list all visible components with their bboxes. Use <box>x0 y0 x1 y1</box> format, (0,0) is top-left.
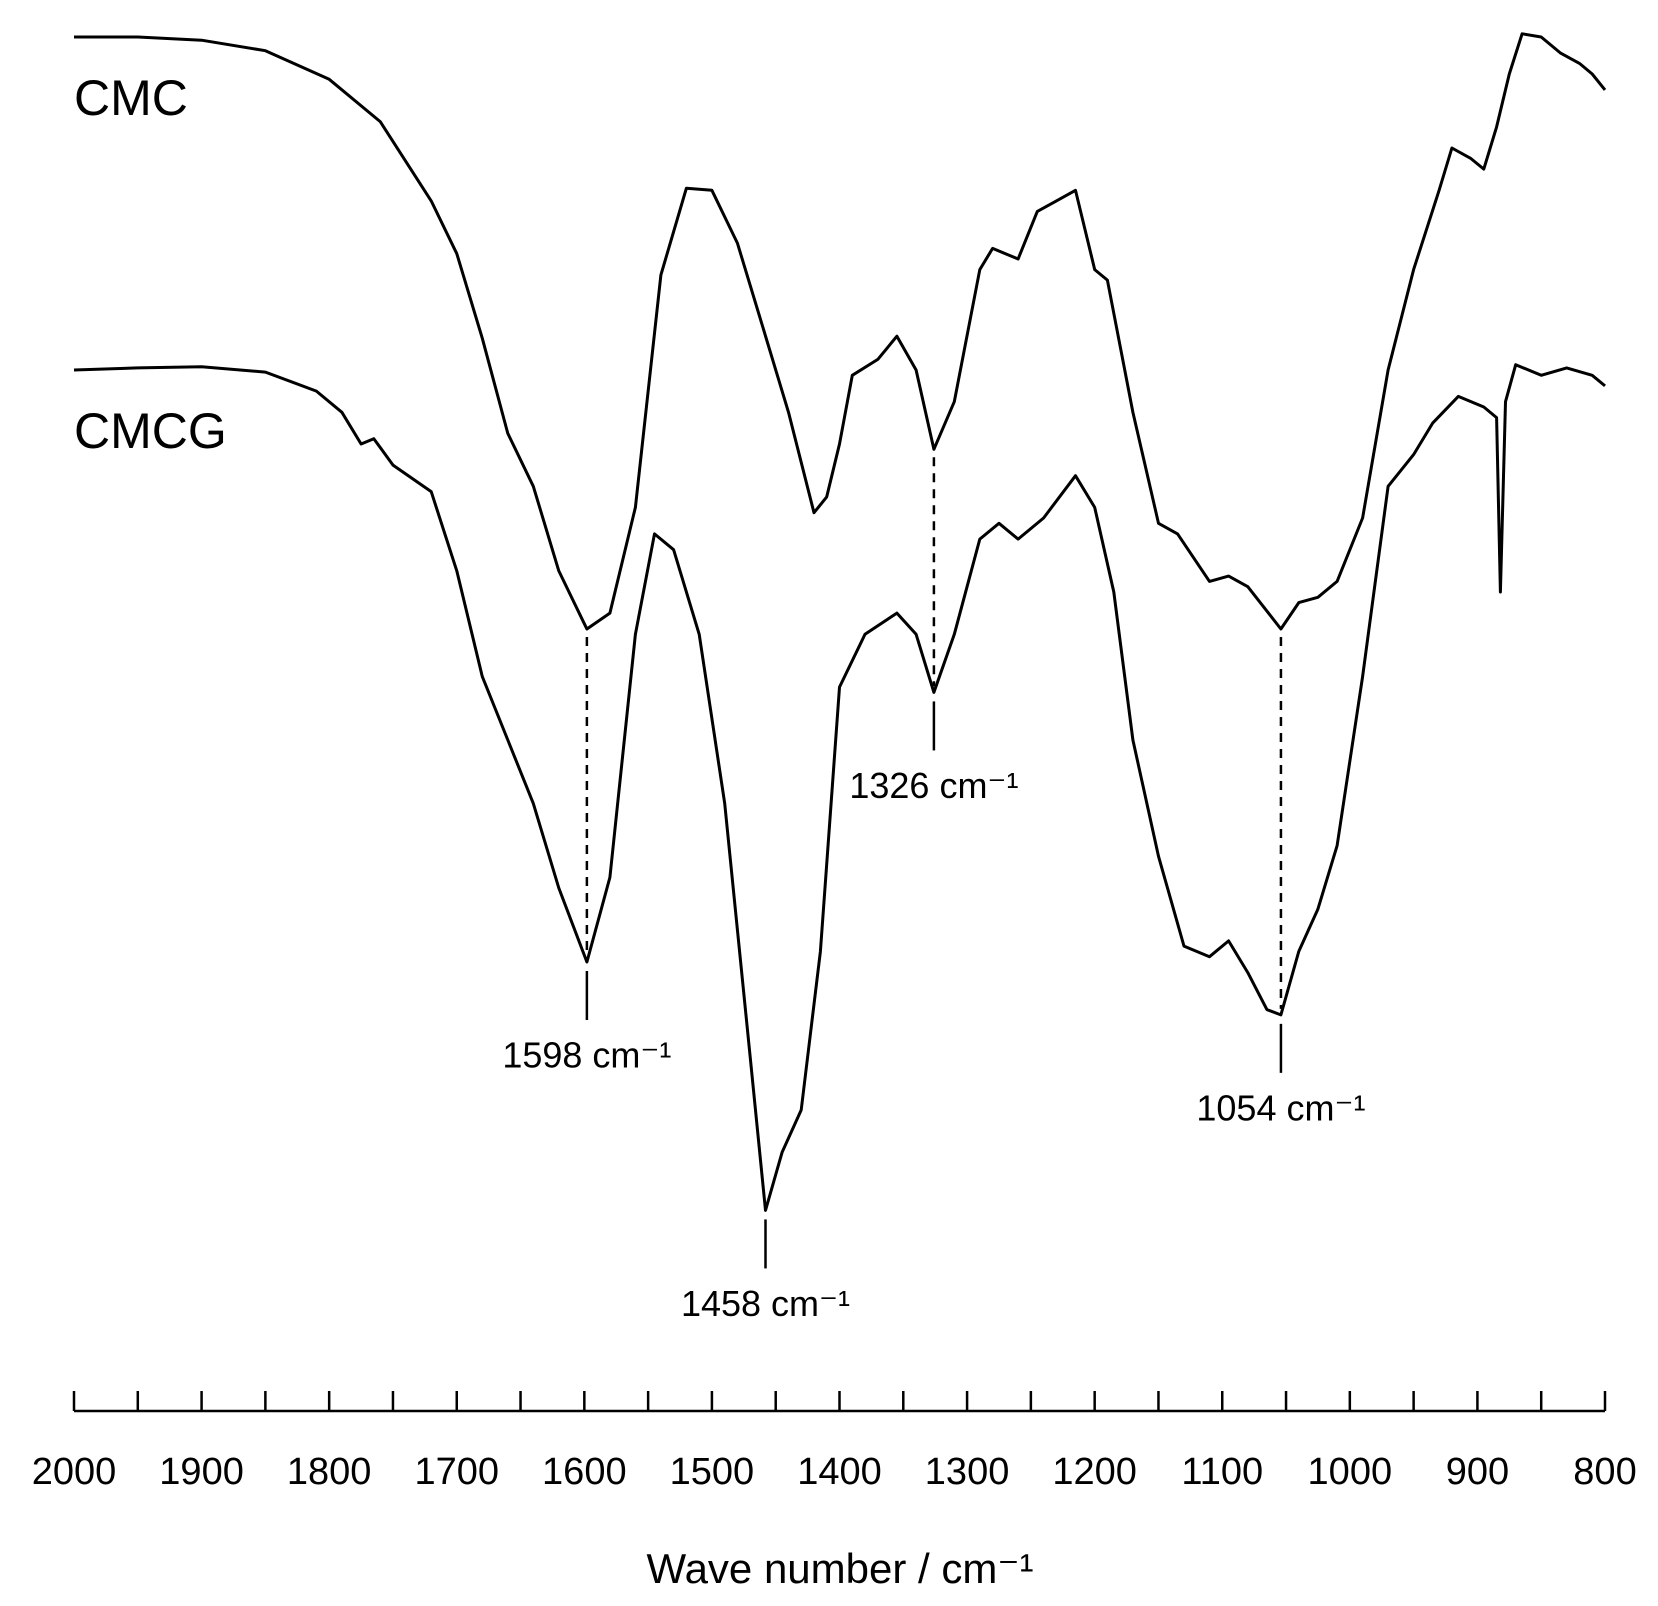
x-tick-label: 1200 <box>1052 1451 1137 1493</box>
x-tick-label: 1300 <box>925 1451 1010 1493</box>
series-label: CMCG <box>74 403 227 459</box>
x-tick-label: 900 <box>1446 1451 1509 1493</box>
annotation-label: 1326 cm⁻¹ <box>849 765 1018 806</box>
spectrum-line <box>73 363 1606 1212</box>
x-tick-label: 1500 <box>670 1451 755 1493</box>
annotation-label: 1054 cm⁻¹ <box>1196 1087 1365 1128</box>
spectrum-line <box>74 32 1607 631</box>
annotation-label: 1598 cm⁻¹ <box>502 1035 671 1076</box>
x-tick-label: 1400 <box>797 1451 882 1493</box>
x-tick-label: 800 <box>1573 1451 1636 1493</box>
x-tick-label: 1900 <box>159 1451 244 1493</box>
x-tick-label: 1000 <box>1308 1451 1393 1493</box>
x-tick-label: 2000 <box>32 1451 117 1493</box>
series-label: CMC <box>74 70 188 126</box>
x-tick-label: 1800 <box>287 1451 372 1493</box>
x-tick-label: 1600 <box>542 1451 627 1493</box>
x-axis-title: Wave number / cm⁻¹ <box>646 1545 1033 1592</box>
annotation-label: 1458 cm⁻¹ <box>681 1283 850 1324</box>
x-tick-label: 1100 <box>1181 1451 1263 1493</box>
x-tick-label: 1700 <box>414 1451 499 1493</box>
